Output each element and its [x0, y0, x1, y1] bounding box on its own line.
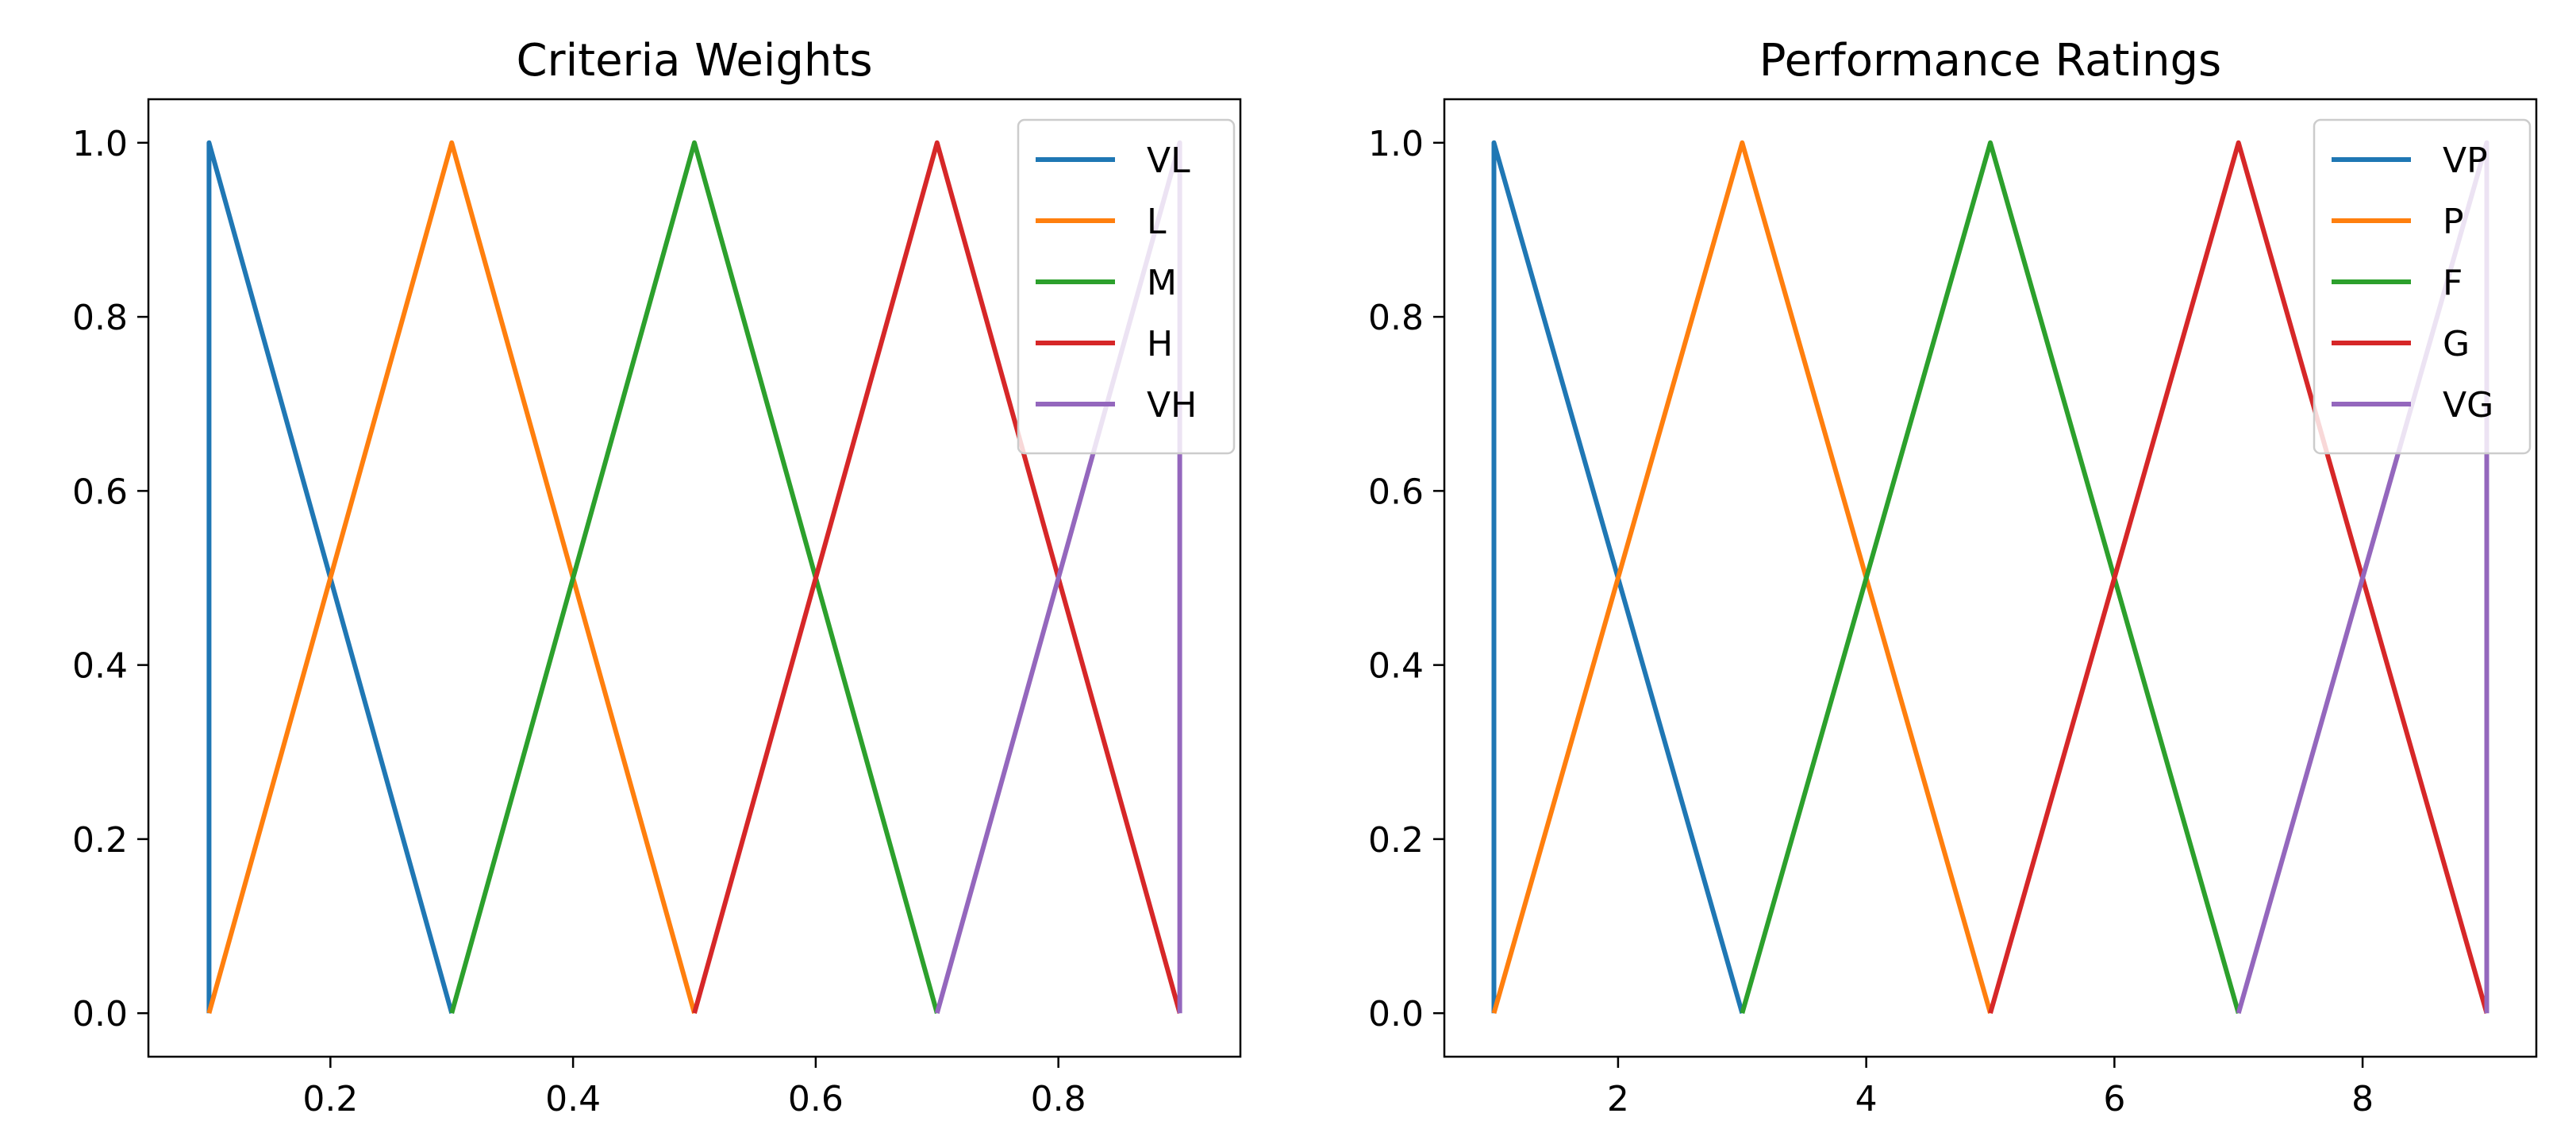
y-tick-label: 0.8 [1368, 298, 1424, 338]
y-tick-label: 0.4 [1368, 646, 1424, 687]
x-tick-label: 0.2 [302, 1079, 358, 1119]
legend-box [1017, 118, 1236, 455]
y-tick-label: 1.0 [1368, 124, 1424, 164]
x-tick-label: 2 [1607, 1079, 1629, 1119]
legend-label-vg: VG [2443, 385, 2493, 426]
y-tick-label: 0.4 [72, 646, 128, 687]
legend-label-l: L [1147, 202, 1167, 242]
y-tick-label: 0.2 [1368, 820, 1424, 861]
series-line-g [1988, 140, 2489, 1015]
legend-label-h: H [1147, 324, 1173, 364]
chart-1: Criteria Weights 0.2 0.4 0.6 0.8 0.0 0.2 0.4 0.6… [72, 35, 1242, 1119]
legend-label-p: P [2443, 202, 2464, 242]
series-line-h [692, 140, 1182, 1015]
x-tick-label: 4 [1855, 1079, 1878, 1119]
y-tick-label: 0.0 [1368, 994, 1424, 1034]
x-tick-label: 8 [2351, 1079, 2374, 1119]
series-line-f [1740, 140, 2241, 1015]
x-tick-label: 6 [2103, 1079, 2125, 1119]
axes-frame [147, 98, 1242, 1058]
chart-2: Performance Ratings 2 4 6 8 0.0 0.2 0.4 0.6 0.8 1.… [1368, 35, 2538, 1119]
chart-title: Performance Ratings [1759, 35, 2221, 87]
series-line-vl [206, 140, 455, 1015]
y-tick-label: 0.6 [1368, 472, 1424, 512]
legend-label-vl: VL [1147, 141, 1190, 181]
legend: VP PFG VG [2313, 118, 2532, 455]
series-line-l [206, 140, 697, 1015]
axes-frame [1443, 98, 2538, 1058]
series-line-p [1491, 140, 1993, 1015]
legend-box [2313, 118, 2532, 455]
series-line-m [449, 140, 940, 1015]
chart-title: Criteria Weights [516, 35, 872, 87]
y-tick-label: 0.0 [72, 994, 128, 1034]
series-line-vp [1491, 140, 1745, 1015]
y-tick-label: 0.2 [72, 820, 128, 861]
x-tick-label: 0.4 [545, 1079, 601, 1119]
legend-label-m: M [1147, 263, 1177, 303]
legend-label-f: F [2443, 263, 2463, 303]
legend-label-vp: VP [2443, 141, 2488, 181]
x-tick-label: 0.8 [1031, 1079, 1086, 1119]
legend-label-vh: VH [1147, 385, 1197, 426]
legend: VL LMH VH [1017, 118, 1236, 455]
y-tick-label: 1.0 [72, 124, 128, 164]
y-tick-label: 0.8 [72, 298, 128, 338]
legend-label-g: G [2443, 324, 2470, 364]
x-tick-label: 0.6 [788, 1079, 844, 1119]
y-tick-label: 0.6 [72, 472, 128, 512]
